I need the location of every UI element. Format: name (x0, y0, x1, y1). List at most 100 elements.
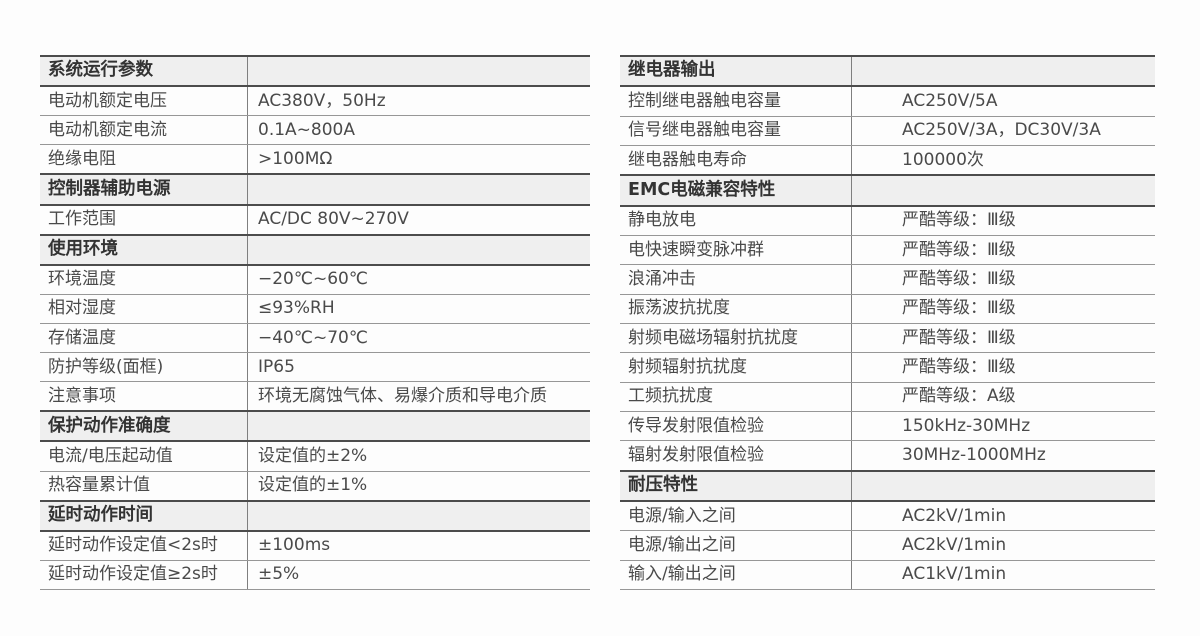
spec-value: 设定值的±1% (258, 475, 368, 496)
spec-label: 电源/输出之间 (620, 531, 852, 560)
spec-row: 辐射发射限值检验 30MHz-1000MHz (620, 440, 1155, 470)
spec-label: 存储温度 (40, 323, 248, 353)
section-header-row: 延时动作时间 (40, 499, 590, 530)
spec-value (248, 175, 590, 203)
spec-label: 电动机额定电压 (40, 87, 248, 116)
spec-label: 注意事项 (40, 382, 248, 411)
spec-label: 延时动作设定值≥2s时 (40, 560, 248, 589)
spec-label: 控制继电器触电容量 (620, 87, 852, 116)
spec-value: AC/DC 80V~270V (258, 209, 409, 230)
spec-label: 电源/输入之间 (620, 501, 852, 531)
spec-label: 电快速瞬变脉冲群 (620, 235, 852, 265)
spec-row: 电动机额定电流 0.1A~800A (40, 115, 590, 145)
section-title: EMC电磁兼容特性 (620, 176, 852, 205)
spec-value: 严酷等级：Ⅲ级 (902, 298, 1016, 319)
spec-label: 延时动作设定值<2s时 (40, 531, 248, 560)
spec-row: 存储温度 −40℃~70℃ (40, 322, 590, 353)
spec-value: 严酷等级：A级 (902, 386, 1016, 407)
section-header-row: 使用环境 (40, 233, 590, 264)
spec-value: 严酷等级：Ⅲ级 (902, 239, 1016, 260)
spec-value: −40℃~70℃ (258, 327, 368, 348)
spec-row: 防护等级(面框) IP65 (40, 352, 590, 382)
spec-row: 信号继电器触电容量 AC250V/3A，DC30V/3A (620, 115, 1155, 145)
spec-row: 浪涌冲击 严酷等级：Ⅲ级 (620, 264, 1155, 294)
spec-table-right: 继电器输出 控制继电器触电容量 AC250V/5A 信号继电器触电容量 AC250V/3… (620, 55, 1155, 590)
spec-value: AC2kV/1min (902, 505, 1007, 526)
section-header-row: 系统运行参数 (40, 55, 590, 86)
section-header-row: 控制器辅助电源 (40, 173, 590, 204)
spec-value: 环境无腐蚀气体、易爆介质和导电介质 (258, 385, 547, 406)
section-header-row: 继电器输出 (620, 55, 1155, 86)
spec-label: 防护等级(面框) (40, 353, 248, 382)
spec-row: 继电器触电寿命 100000次 (620, 144, 1155, 175)
spec-label: 传导发射限值检验 (620, 411, 852, 441)
spec-value: ±100ms (258, 535, 331, 556)
section-header-row: EMC电磁兼容特性 (620, 174, 1155, 205)
spec-value (248, 236, 590, 264)
spec-value: AC250V/5A (902, 90, 998, 111)
spec-row: 注意事项 环境无腐蚀气体、易爆介质和导电介质 (40, 381, 590, 411)
spec-value: 严酷等级：Ⅲ级 (902, 268, 1016, 289)
spec-row: 工作范围 AC/DC 80V~270V (40, 203, 590, 234)
section-title: 系统运行参数 (40, 57, 248, 86)
spec-row: 输入/输出之间 AC1kV/1min (620, 559, 1155, 589)
spec-value (248, 57, 590, 85)
spec-value: AC2kV/1min (902, 534, 1007, 555)
spec-label: 相对湿度 (40, 294, 248, 323)
spec-row: 电源/输入之间 AC2kV/1min (620, 499, 1155, 531)
spec-label: 电流/电压起动值 (40, 442, 248, 471)
spec-row: 射频电磁场辐射抗扰度 严酷等级：Ⅲ级 (620, 322, 1155, 353)
spec-row: 相对湿度 ≤93%RH (40, 293, 590, 323)
section-title: 延时动作时间 (40, 501, 248, 530)
spec-value: 150kHz-30MHz (902, 415, 1031, 436)
spec-label: 信号继电器触电容量 (620, 116, 852, 145)
spec-row: 传导发射限值检验 150kHz-30MHz (620, 410, 1155, 441)
spec-value: >100MΩ (258, 148, 333, 169)
spec-row: 电流/电压起动值 设定值的±2% (40, 440, 590, 471)
spec-value: 100000次 (902, 149, 984, 170)
spec-row: 延时动作设定值≥2s时 ±5% (40, 559, 590, 589)
spec-row: 电源/输出之间 AC2kV/1min (620, 530, 1155, 560)
section-header-row: 保护动作准确度 (40, 410, 590, 441)
spec-value: 严酷等级：Ⅲ级 (902, 210, 1016, 231)
spec-value: AC1kV/1min (902, 564, 1007, 585)
spec-row: 工频抗扰度 严酷等级：A级 (620, 381, 1155, 411)
spec-value: −20℃~60℃ (258, 269, 368, 290)
spec-value: AC250V/3A，DC30V/3A (902, 120, 1101, 141)
spec-row: 电动机额定电压 AC380V，50Hz (40, 85, 590, 116)
spec-value (852, 176, 1155, 204)
spec-value: 设定值的±2% (258, 445, 368, 466)
spec-label: 射频电磁场辐射抗扰度 (620, 323, 852, 353)
spec-row: 电快速瞬变脉冲群 严酷等级：Ⅲ级 (620, 234, 1155, 265)
spec-label: 工作范围 (40, 205, 248, 234)
spec-label: 电动机额定电流 (40, 116, 248, 145)
spec-value (852, 57, 1155, 85)
section-header-row: 耐压特性 (620, 469, 1155, 500)
spec-label: 射频辐射抗扰度 (620, 353, 852, 382)
section-title: 使用环境 (40, 235, 248, 264)
spec-label: 工频抗扰度 (620, 382, 852, 411)
spec-row: 延时动作设定值<2s时 ±100ms (40, 529, 590, 560)
spec-value: AC380V，50Hz (258, 90, 386, 111)
spec-row: 热容量累计值 设定值的±1% (40, 470, 590, 500)
spec-label: 绝缘电阻 (40, 145, 248, 174)
spec-row: 环境温度 −20℃~60℃ (40, 263, 590, 294)
section-title: 耐压特性 (620, 471, 852, 500)
spec-label: 静电放电 (620, 206, 852, 235)
spec-row: 静电放电 严酷等级：Ⅲ级 (620, 204, 1155, 235)
spec-label: 热容量累计值 (40, 471, 248, 500)
spec-label: 环境温度 (40, 265, 248, 294)
spec-value: 0.1A~800A (258, 119, 355, 140)
section-title: 保护动作准确度 (40, 412, 248, 441)
spec-row: 绝缘电阻 >100MΩ (40, 144, 590, 174)
spec-value (248, 412, 590, 440)
spec-label: 浪涌冲击 (620, 265, 852, 294)
spec-value: 严酷等级：Ⅲ级 (902, 327, 1016, 348)
spec-value: ±5% (258, 564, 300, 585)
spec-value (248, 502, 590, 530)
spec-value (852, 472, 1155, 500)
spec-label: 辐射发射限值检验 (620, 441, 852, 470)
spec-value: ≤93%RH (258, 298, 335, 319)
spec-label: 振荡波抗扰度 (620, 294, 852, 323)
